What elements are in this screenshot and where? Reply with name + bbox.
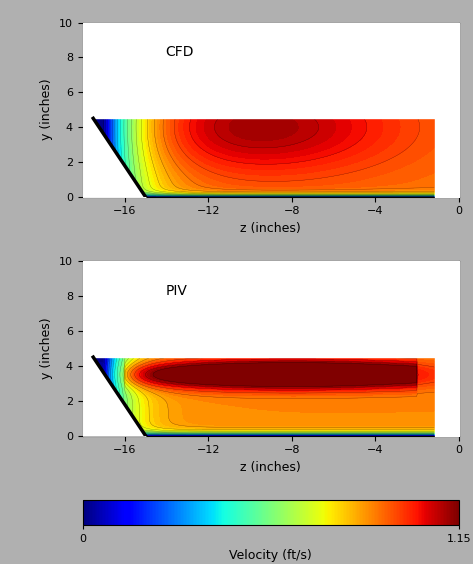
X-axis label: z (inches): z (inches) xyxy=(240,222,301,235)
Text: CFD: CFD xyxy=(166,45,194,59)
Y-axis label: y (inches): y (inches) xyxy=(41,318,53,379)
X-axis label: z (inches): z (inches) xyxy=(240,461,301,474)
X-axis label: Velocity (ft/s): Velocity (ft/s) xyxy=(229,549,312,562)
Y-axis label: y (inches): y (inches) xyxy=(41,79,53,140)
Text: PIV: PIV xyxy=(166,284,187,298)
